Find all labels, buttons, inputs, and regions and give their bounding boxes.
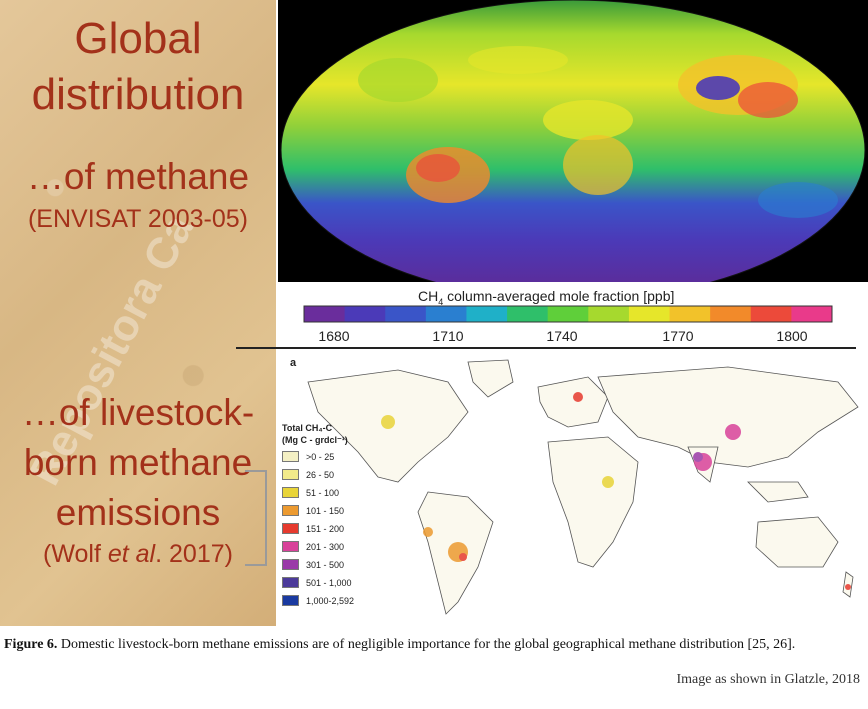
legend-label: 301 - 500 — [306, 559, 345, 570]
colorbar-segment — [791, 306, 833, 322]
citation-pre: (Wolf — [43, 540, 108, 568]
legend-label: 101 - 150 — [306, 505, 345, 516]
subtitle-of-livestock: …of livestock- — [21, 392, 255, 433]
colorbar-tick: 1740 — [546, 328, 578, 344]
figure-caption: Figure 6. Domestic livestock-born methan… — [4, 636, 864, 654]
livestock-emissions-map — [278, 352, 868, 624]
legend-item: 101 - 150 — [282, 503, 382, 518]
section-divider — [236, 347, 856, 349]
methane-map-svg — [280, 0, 866, 282]
colorbar-tick: 1770 — [662, 328, 694, 344]
legend-label: 501 - 1,000 — [306, 577, 352, 588]
legend-item: 26 - 50 — [282, 467, 382, 482]
legend-swatch — [282, 541, 299, 552]
title-panel: Repositora Ca Global distribution …of me… — [0, 0, 276, 626]
colorbar-segment — [466, 306, 508, 322]
colorbar-tick: 1710 — [432, 328, 464, 344]
colorbar-tick: 1680 — [318, 328, 350, 344]
colorbar-segment — [710, 306, 752, 322]
legend-item: 51 - 100 — [282, 485, 382, 500]
methane-satellite-map — [278, 0, 868, 282]
title-line-global: Global — [74, 14, 202, 63]
bracket-divider — [245, 470, 267, 566]
legend-swatch — [282, 487, 299, 498]
emissions-legend: Total CH₄-C (Mg C - grdcl⁻¹) >0 - 25 26 -… — [282, 422, 382, 608]
legend-label: 26 - 50 — [306, 469, 335, 480]
citation-italic: et al — [107, 540, 156, 568]
colorbar-scale — [303, 305, 833, 323]
legend-swatch — [282, 451, 299, 462]
colorbar-border — [303, 305, 833, 323]
citation-post: . 2017) — [155, 540, 233, 568]
caption-text: Domestic livestock-born methane emission… — [57, 637, 796, 652]
legend-item: 501 - 1,000 — [282, 575, 382, 590]
legend-swatch — [282, 469, 299, 480]
subtitle-emissions: emissions — [55, 492, 221, 533]
subtitle-of-methane: …of methane — [26, 156, 250, 197]
legend-units: (Mg C - grdcl⁻¹) — [282, 435, 348, 445]
legend-swatch — [282, 505, 299, 516]
panel-letter: a — [290, 357, 297, 369]
colorbar-segment — [344, 306, 386, 322]
legend-item: 151 - 200 — [282, 521, 382, 536]
colorbar: CH4 column-averaged mole fraction [ppb] … — [278, 282, 868, 350]
colorbar-segment — [669, 306, 711, 322]
legend-label: 1,000-2,592 — [306, 595, 355, 606]
legend-item: 1,000-2,592 — [282, 593, 382, 608]
colorbar-segment — [507, 306, 549, 322]
legend-swatch — [282, 577, 299, 588]
image-credit: Image as shown in Glatzle, 2018 — [676, 672, 860, 687]
colorbar-segment — [588, 306, 630, 322]
citation-wolf: (Wolf et al. 2017) — [0, 540, 276, 569]
legend-swatch — [282, 559, 299, 570]
legend-label: 51 - 100 — [306, 487, 340, 498]
livestock-map-svg — [307, 359, 859, 615]
legend-item: >0 - 25 — [282, 449, 382, 464]
caption-label: Figure 6. — [4, 637, 58, 652]
legend-label: 151 - 200 — [306, 523, 345, 534]
colorbar-segment — [425, 306, 467, 322]
colorbar-title: CH4 column-averaged mole fraction [ppb] — [418, 288, 675, 307]
legend-title: Total CH₄-C — [282, 423, 333, 433]
title-line-distribution: distribution — [31, 70, 245, 119]
legend-label: 201 - 300 — [306, 541, 345, 552]
legend-label: >0 - 25 — [306, 451, 335, 462]
legend-item: 201 - 300 — [282, 539, 382, 554]
subtitle-envisat: (ENVISAT 2003-05) — [27, 205, 248, 233]
colorbar-tick: 1800 — [776, 328, 808, 344]
colorbar-segment — [385, 306, 427, 322]
legend-swatch — [282, 523, 299, 534]
legend-swatch — [282, 595, 299, 606]
colorbar-segment — [628, 306, 671, 322]
subtitle-born-methane: born methane — [23, 442, 253, 483]
legend-item: 301 - 500 — [282, 557, 382, 572]
colorbar-segment — [750, 306, 792, 322]
colorbar-segment — [304, 306, 346, 322]
colorbar-segment — [547, 306, 589, 322]
